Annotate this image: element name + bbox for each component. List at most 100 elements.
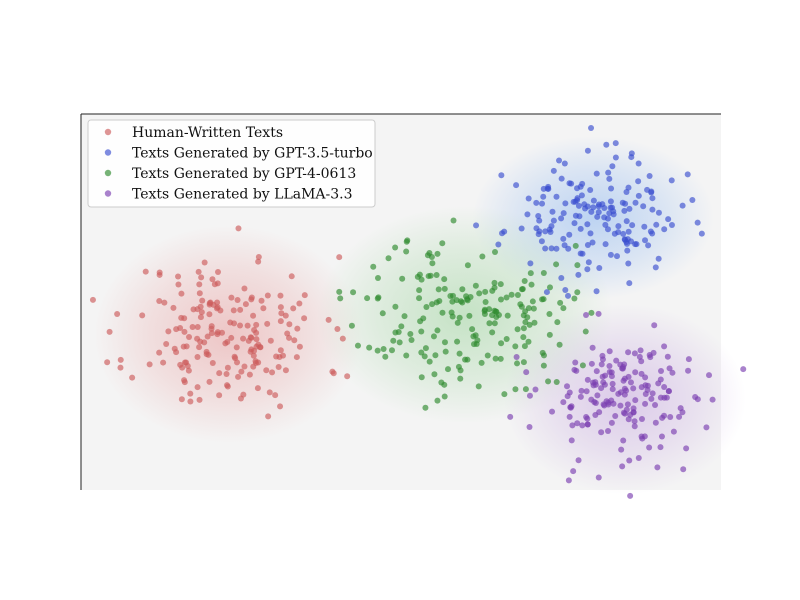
data-point <box>514 326 521 333</box>
data-point <box>694 219 701 226</box>
data-point <box>560 305 567 312</box>
data-point <box>139 312 146 319</box>
data-point <box>572 242 579 249</box>
data-point <box>267 337 274 344</box>
data-point <box>613 357 620 364</box>
data-point <box>175 281 182 288</box>
data-point <box>514 360 521 367</box>
data-point <box>665 388 672 395</box>
data-point <box>668 222 675 229</box>
data-point <box>587 186 594 193</box>
data-point <box>214 280 221 287</box>
data-point <box>676 413 683 420</box>
data-point <box>638 384 645 391</box>
data-point <box>566 180 573 187</box>
legend-marker <box>104 149 112 156</box>
data-point <box>454 338 461 345</box>
data-point <box>652 419 659 426</box>
data-point <box>439 240 446 247</box>
data-point <box>631 423 638 430</box>
data-point <box>584 241 591 248</box>
data-point <box>570 198 577 205</box>
data-point <box>441 393 448 400</box>
data-point <box>336 254 343 261</box>
data-point <box>612 140 619 147</box>
data-point <box>501 228 508 235</box>
data-point <box>621 385 628 392</box>
data-point <box>178 290 185 297</box>
data-point <box>288 273 295 280</box>
data-point <box>668 177 675 184</box>
data-point <box>434 397 441 404</box>
data-point <box>238 368 245 375</box>
legend-label: Texts Generated by GPT-4-0613 <box>132 166 356 182</box>
data-point <box>615 390 622 397</box>
data-point <box>508 291 515 298</box>
data-point <box>503 335 510 342</box>
data-point <box>579 250 586 257</box>
data-point <box>163 341 170 348</box>
data-point <box>557 299 564 306</box>
data-point <box>520 325 527 332</box>
data-point <box>595 310 602 317</box>
data-point <box>626 280 633 287</box>
data-point <box>649 195 656 202</box>
data-point <box>617 402 624 409</box>
data-point <box>403 248 410 255</box>
data-point <box>418 328 425 335</box>
data-point <box>219 329 226 336</box>
data-point <box>337 295 344 302</box>
data-point <box>253 329 260 336</box>
data-point <box>571 295 578 302</box>
data-point <box>588 208 595 215</box>
data-point <box>194 335 201 342</box>
data-point <box>366 344 373 351</box>
data-point <box>187 398 194 405</box>
data-point <box>208 323 215 330</box>
data-point <box>392 303 399 310</box>
data-point <box>658 368 665 375</box>
data-point <box>521 277 528 284</box>
data-point <box>590 197 597 204</box>
data-point <box>456 350 463 357</box>
data-point <box>560 399 567 406</box>
data-point <box>594 213 601 220</box>
data-point <box>595 209 602 216</box>
data-point <box>234 359 241 366</box>
data-point <box>165 328 172 335</box>
data-point <box>635 160 642 167</box>
data-point <box>624 401 631 408</box>
data-point <box>620 230 627 237</box>
data-point <box>512 343 519 350</box>
data-point <box>627 379 634 386</box>
data-point <box>374 347 381 354</box>
data-point <box>564 383 571 390</box>
data-point <box>473 341 480 348</box>
data-point <box>482 288 489 295</box>
data-point <box>408 337 415 344</box>
data-point <box>142 268 149 275</box>
data-point <box>286 321 293 328</box>
data-point <box>632 199 639 206</box>
data-point <box>593 288 600 295</box>
data-point <box>478 359 485 366</box>
data-point <box>644 387 651 394</box>
data-point <box>325 316 332 323</box>
data-point <box>374 295 381 302</box>
data-point <box>429 301 436 308</box>
data-point <box>422 345 429 352</box>
data-point <box>546 331 553 338</box>
data-point <box>575 202 582 209</box>
data-point <box>527 260 534 267</box>
data-point <box>156 349 163 356</box>
data-point <box>635 454 642 461</box>
data-point <box>392 329 399 336</box>
data-point <box>237 306 244 313</box>
data-point <box>296 343 303 350</box>
data-point <box>117 356 124 363</box>
data-point <box>645 242 652 249</box>
data-point <box>464 262 471 269</box>
data-point <box>577 183 584 190</box>
legend-frame <box>87 119 376 208</box>
data-point <box>638 433 645 440</box>
